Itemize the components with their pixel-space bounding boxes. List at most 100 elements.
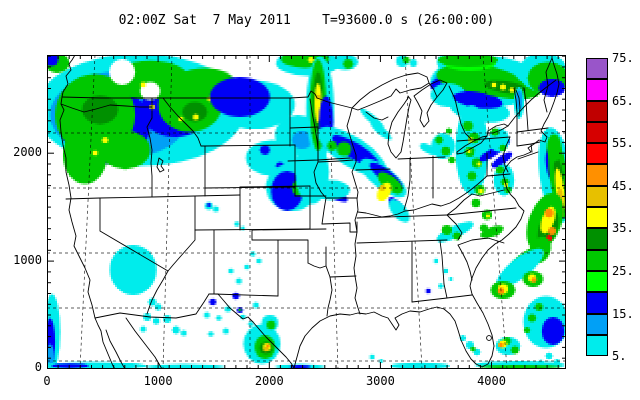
lake-huron [413, 79, 448, 128]
lake-superior [351, 72, 430, 111]
border-lake-connectors [428, 82, 489, 140]
colorbar [586, 58, 608, 357]
wy-south-border [204, 186, 296, 189]
ny-pa-border [456, 136, 511, 142]
al-ga-border [439, 240, 448, 299]
great-salt-lake [156, 157, 165, 173]
mexico-mainland-coast [125, 317, 163, 369]
ny-vt-border [513, 87, 518, 147]
basemap-overlay [47, 55, 566, 369]
colorbar-label: 5. [612, 349, 627, 364]
nd-mn-red-river [309, 98, 319, 163]
ar-la-border [329, 275, 357, 278]
lake-champlain [515, 89, 521, 117]
gulf-atlantic-coastline [293, 55, 560, 369]
lake-erie [456, 135, 488, 155]
nv-az-border [167, 229, 196, 272]
lake-ontario [487, 123, 509, 134]
lake-michigan [387, 95, 412, 159]
rio-grande [217, 293, 295, 369]
potomac-border [471, 189, 505, 197]
colorbar-swatch [586, 334, 608, 357]
vt-nh-border [523, 87, 529, 131]
colorbar-label: 15. [612, 306, 634, 321]
mississippi-river [346, 107, 361, 315]
colorbar-swatch [586, 313, 608, 335]
id-east-border [200, 145, 206, 197]
wi-il-border [355, 168, 391, 171]
ks-ok-border [251, 228, 327, 231]
colorbar-swatch [586, 79, 608, 101]
ma-north-border [516, 127, 549, 133]
colorbar-label: 45. [612, 178, 634, 193]
wa-or-border [60, 103, 153, 113]
nd-sd-border [289, 126, 319, 129]
colorbar-swatch [586, 185, 608, 208]
va-ky-border [446, 193, 473, 216]
pacific-coastline [59, 55, 96, 319]
ky-tn-border [356, 214, 448, 219]
co-north-border [239, 185, 311, 188]
ma-south-border [516, 141, 541, 147]
axis-ticks [47, 55, 566, 369]
tn-nc-border [446, 214, 463, 241]
fl-north-border [411, 294, 473, 303]
colorbar-label: 65. [612, 93, 634, 108]
colorbar-swatch [586, 121, 608, 144]
ca-nv-border [99, 197, 169, 272]
ia-west-border [313, 161, 327, 199]
x-tick-label: 1000 [143, 374, 173, 388]
colorbar-swatch [586, 164, 608, 186]
colorbar-swatch [586, 292, 608, 314]
or-id-border [146, 117, 153, 198]
nj-delaware-river [502, 136, 511, 173]
nm-south-border [208, 293, 279, 297]
red-river-border [307, 262, 327, 269]
pa-md-border [486, 173, 511, 177]
upper-peninsula-border [365, 111, 389, 121]
baja-gulf-coast [105, 329, 126, 369]
mn-ia-border [317, 159, 354, 163]
y-tick-label: 1000 [13, 253, 42, 268]
mi-south-border [397, 156, 446, 160]
id-mt-border [162, 97, 202, 147]
canada-border [61, 90, 353, 109]
y-tick-label: 0 [34, 360, 42, 374]
colorbar-label: 75. [612, 51, 634, 65]
colorbar-label: 55. [612, 136, 634, 151]
map-plot-area [47, 55, 566, 369]
us-mexico-border [94, 293, 219, 319]
x-tick-label: 3000 [365, 374, 395, 388]
colorbar-label: 35. [612, 221, 634, 236]
mo-ar-border [321, 221, 358, 233]
colorbar-swatch [586, 143, 608, 165]
tx-ok-panhandle [251, 229, 309, 264]
long-island [517, 151, 539, 160]
colorbar-label: 25. [612, 264, 634, 278]
parallel-42n-borders [65, 194, 241, 200]
colorbar-swatch [586, 249, 608, 271]
lake-okeechobee [486, 335, 492, 341]
colorbar-swatch [586, 228, 608, 250]
st-lawrence-river [507, 79, 557, 127]
il-in-border [403, 157, 411, 211]
coastlines-and-state-borders [59, 55, 560, 369]
colorbar-swatch [586, 58, 608, 80]
graticule-lines [47, 55, 566, 369]
colorbar-swatch [586, 207, 608, 229]
ct-ri-border [530, 143, 533, 153]
ks-mo-border [321, 197, 327, 225]
tx-east-border [325, 265, 333, 317]
ohio-river [357, 175, 488, 218]
x-tick-label: 2000 [254, 374, 284, 388]
nc-sc-border [457, 237, 505, 246]
colorbar-swatch [586, 100, 608, 122]
ga-sc-border [457, 244, 473, 281]
plot-title: 02:00Z Sat 7 May 2011 T=93600.0 s (26:00… [118, 13, 495, 28]
x-tick-label: 4000 [477, 374, 506, 388]
baja-coast [94, 317, 116, 369]
colorado-river-border [146, 270, 169, 315]
maine-border [543, 57, 553, 113]
mt-wy-border [204, 144, 296, 147]
